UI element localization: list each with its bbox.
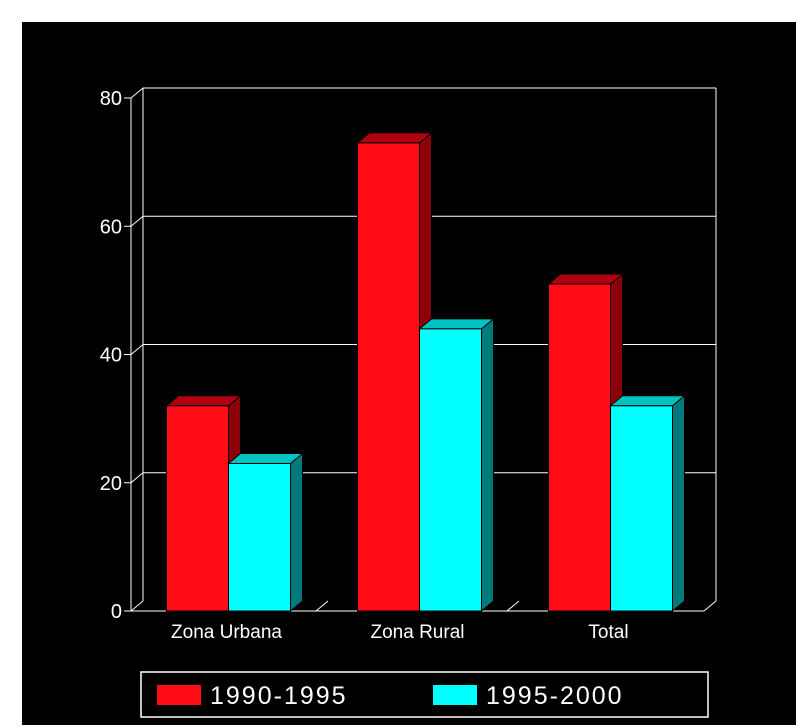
bars-layer	[165, 131, 686, 613]
bar	[548, 283, 611, 612]
bar	[419, 328, 482, 612]
y-tick-connector	[130, 600, 144, 612]
y-tick-label: 80	[100, 88, 122, 110]
bar	[610, 405, 673, 612]
category-separator	[315, 600, 329, 612]
y-tick-connector	[130, 215, 144, 227]
bar-top	[165, 395, 242, 407]
bar-top	[356, 132, 433, 144]
y-tick-connector	[130, 87, 144, 99]
legend: 1990-1995 1995-2000	[140, 671, 709, 718]
bar-top	[418, 318, 495, 330]
legend-label: 1995-2000	[486, 682, 624, 710]
bar	[357, 142, 420, 612]
legend-label: 1990-1995	[210, 682, 348, 710]
y-tick-label: 0	[111, 601, 122, 623]
bar-top	[547, 273, 624, 285]
y-tick-label: 40	[100, 345, 122, 367]
y-tick-label: 60	[100, 216, 122, 238]
bar-side	[481, 317, 494, 613]
bar-top	[227, 453, 304, 465]
legend-swatch	[157, 685, 201, 705]
bar-top	[609, 395, 686, 407]
x-tick-label: Zona Rural	[371, 622, 465, 643]
bar	[228, 463, 291, 612]
y-tick-connector	[130, 344, 144, 355]
bar-side	[290, 452, 303, 613]
legend-box	[140, 671, 709, 718]
y-tick-connector	[130, 472, 144, 484]
x-tick-label: Zona Urbana	[171, 622, 282, 643]
x-tick-label: Total	[588, 622, 628, 643]
legend-swatch	[433, 685, 477, 705]
y-tick-label: 20	[100, 473, 122, 495]
bar	[166, 405, 229, 612]
category-separator	[506, 600, 520, 612]
floor-edge	[703, 600, 717, 612]
bar-side	[672, 394, 685, 613]
labels-layer: 0 20 40 60 80 Zona Urbana Zona Rural Total	[100, 88, 629, 643]
